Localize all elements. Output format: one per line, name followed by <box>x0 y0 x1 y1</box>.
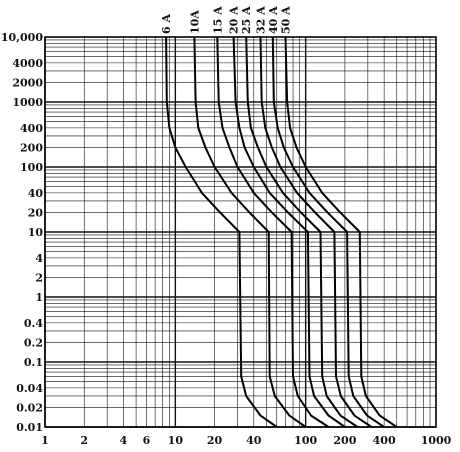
y-tick-label: 10 <box>28 226 44 239</box>
x-tick-labels: 1 2 4 6 10 20 40 100 200 400 1000 <box>41 434 451 447</box>
x-tick-label: 100 <box>294 434 317 447</box>
y-tick-label: 0.1 <box>24 356 43 369</box>
fuse-curve <box>245 36 359 428</box>
fuse-curve <box>271 36 385 428</box>
y-tick-label: 1000 <box>12 96 43 109</box>
curve-label: 50 A <box>279 6 292 34</box>
y-tick-label: 4 <box>35 252 43 265</box>
fuse-curve <box>232 36 346 428</box>
fuse-curve <box>284 36 398 428</box>
curve-labels: 6 A 10A 15 A 20 A 25 A 32 A 40 A 50 A <box>160 6 292 34</box>
curve-label: 10A <box>188 10 201 34</box>
curve-label: 32 A <box>254 6 267 34</box>
fuse-curve <box>165 36 278 428</box>
y-tick-label: 4000 <box>12 57 43 70</box>
y-tick-label: 0.01 <box>16 421 43 434</box>
x-tick-label: 4 <box>120 434 128 447</box>
curve-label: 40 A <box>267 6 280 34</box>
curves <box>165 36 398 428</box>
y-tick-label: 20 <box>28 206 44 219</box>
x-tick-label: 40 <box>246 434 262 447</box>
y-tick-label: 40 <box>28 187 44 200</box>
plot-frame <box>44 36 437 428</box>
y-tick-labels: 10,000 4000 2000 1000 400 200 100 40 20 10 4 2 1 0.4 0… <box>1 31 43 434</box>
y-tick-label: 2 <box>35 271 43 284</box>
x-tick-label: 10 <box>168 434 184 447</box>
y-tick-label: 0.4 <box>24 317 43 330</box>
y-tick-label: 400 <box>20 122 43 135</box>
y-tick-label: 1 <box>35 291 43 304</box>
x-tick-label: 20 <box>207 434 223 447</box>
grid <box>44 37 436 428</box>
curve-label: 20 A <box>228 6 241 34</box>
y-tick-label: 0.02 <box>16 401 43 414</box>
x-tick-label: 200 <box>333 434 356 447</box>
y-tick-label: 100 <box>20 161 43 174</box>
y-tick-label: 2000 <box>12 76 43 89</box>
y-tick-label: 10,000 <box>1 31 43 44</box>
x-tick-label: 2 <box>80 434 88 447</box>
y-tick-label: 0.04 <box>16 382 43 395</box>
curve-label: 25 A <box>240 6 253 34</box>
x-tick-label: 1 <box>41 434 49 447</box>
curve-label: 6 A <box>160 14 173 34</box>
fuse-curve <box>216 36 330 428</box>
fuse-curve <box>259 36 373 428</box>
fuse-curve <box>193 36 307 428</box>
x-tick-label: 6 <box>143 434 151 447</box>
y-tick-label: 200 <box>20 141 43 154</box>
x-tick-label: 1000 <box>421 434 452 447</box>
curve-label: 15 A <box>211 6 224 34</box>
x-tick-label: 400 <box>373 434 396 447</box>
y-tick-label: 0.2 <box>24 336 43 349</box>
